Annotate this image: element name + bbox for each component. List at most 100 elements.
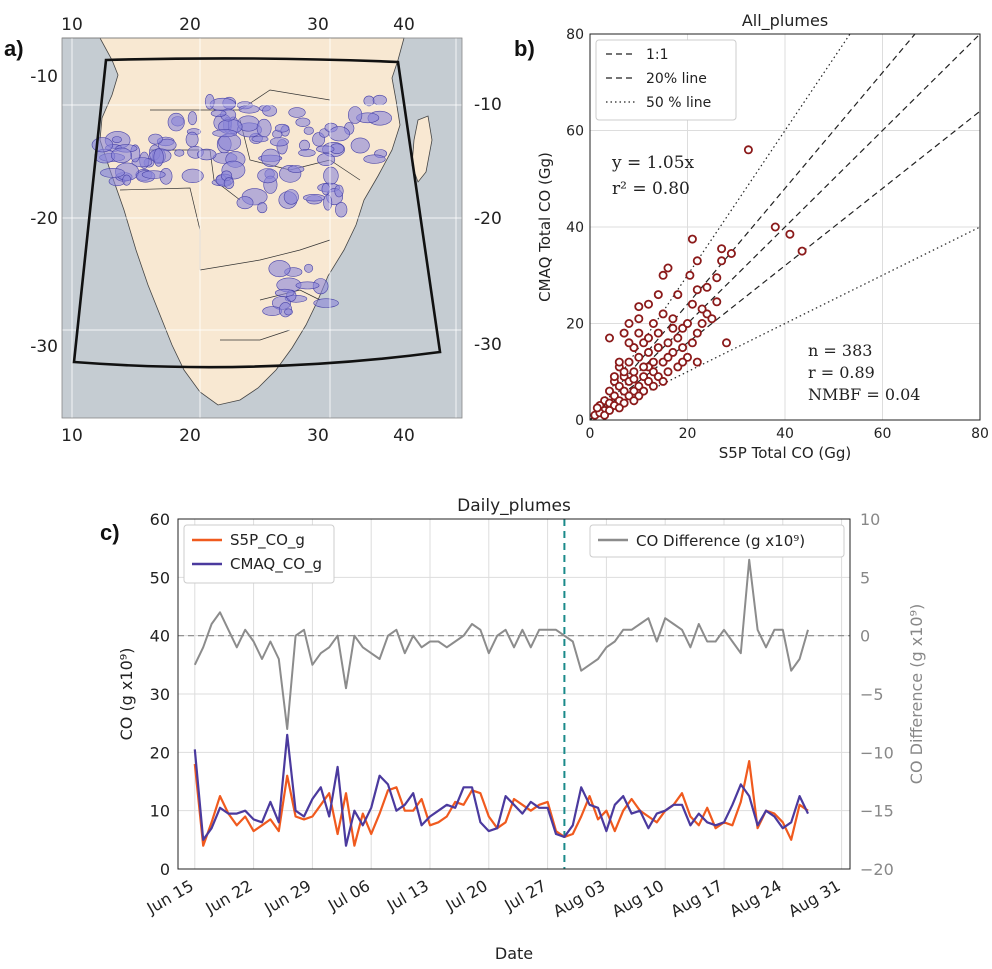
scatter-point xyxy=(629,374,639,384)
fire-plume xyxy=(303,194,326,202)
stats-text: NMBF = 0.04 xyxy=(808,385,920,404)
x-tick-label: Aug 31 xyxy=(785,876,844,921)
map-right-tick: -30 xyxy=(474,335,502,355)
land-mass xyxy=(62,37,405,406)
scatter-point xyxy=(634,302,644,312)
legend-label: CMAQ_CO_g xyxy=(230,555,322,574)
series-line-co-difference-g-x10- xyxy=(193,558,809,730)
left-y-tick-label: 40 xyxy=(150,627,170,646)
scatter-points xyxy=(590,145,807,420)
fire-plume xyxy=(111,147,133,164)
map-bottom-tick: 30 xyxy=(307,426,329,446)
timeseries-frame xyxy=(177,518,851,870)
scatter-point xyxy=(619,367,629,377)
timeseries-panel: 0 10 20 30 40 50 60 −20 −15 −10 −5 0 5 10 Jun 15 Jun 22… xyxy=(117,496,926,963)
scatter-point xyxy=(712,297,722,307)
fire-plume xyxy=(295,117,311,128)
y-tick-label: 20 xyxy=(566,317,584,333)
reference-line xyxy=(590,34,980,420)
scatter-point xyxy=(653,290,663,300)
map-left-tick: -20 xyxy=(30,209,58,229)
fire-plume xyxy=(167,112,185,132)
scatter-point xyxy=(770,222,780,232)
fire-plume xyxy=(284,308,293,316)
scatter-point xyxy=(663,338,673,348)
fire-plume xyxy=(236,196,254,210)
scatter-point xyxy=(668,323,678,333)
scatter-point xyxy=(639,362,649,372)
fit-equation: y = 1.05x xyxy=(611,153,695,173)
scatter-point xyxy=(682,318,692,328)
x-tick-label: Aug 10 xyxy=(609,876,668,921)
map-left-tick: -30 xyxy=(30,337,58,357)
left-y-axis-label: CO (g x10⁹) xyxy=(117,648,136,741)
fire-plume xyxy=(261,148,281,167)
x-tick-label: Jun 15 xyxy=(143,876,197,918)
fire-plume xyxy=(348,106,363,124)
fire-plume xyxy=(212,129,238,138)
fire-plume xyxy=(334,184,344,198)
scatter-point xyxy=(653,343,663,353)
fire-plume xyxy=(181,168,204,183)
fire-plume xyxy=(100,167,125,178)
scatter-point xyxy=(663,352,673,362)
scatter-point xyxy=(629,396,639,406)
scatter-point xyxy=(609,372,619,382)
stats-text: r = 0.89 xyxy=(808,363,875,382)
series-line-cmaq-co-g xyxy=(193,733,809,847)
scatter-point xyxy=(721,338,731,348)
fire-plume xyxy=(197,148,217,161)
scatter-point xyxy=(634,352,644,362)
scatter-point xyxy=(685,270,695,280)
scatter-point xyxy=(702,282,712,292)
map-left-tick: -10 xyxy=(30,67,58,87)
scatter-point xyxy=(697,318,707,328)
fire-plume xyxy=(269,137,289,147)
x-tick-label: Aug 24 xyxy=(726,876,785,921)
fire-plume xyxy=(256,118,272,138)
scatter-point xyxy=(743,145,753,155)
fire-plume xyxy=(316,145,335,153)
fire-plume xyxy=(317,153,336,167)
map-figure: 10 20 30 40 10 20 30 40 -10 -20 -30 -10 -20 -30 xyxy=(30,15,502,446)
scatter-point xyxy=(668,314,678,324)
scatter-point xyxy=(658,270,668,280)
legend-label: S5P_CO_g xyxy=(230,531,305,550)
x-axis-label: S5P Total CO (Gg) xyxy=(719,444,852,462)
fire-plume xyxy=(91,137,114,153)
x-tick-label: 80 xyxy=(971,426,989,442)
fire-plume xyxy=(174,149,185,157)
left-y-tick-label: 30 xyxy=(150,685,170,704)
scatter-point xyxy=(687,234,697,244)
scatter-point xyxy=(624,338,634,348)
fire-plume xyxy=(372,94,387,106)
panel-label-a: a) xyxy=(4,36,24,61)
map-top-tick: 10 xyxy=(61,15,83,35)
fire-plume xyxy=(303,126,314,135)
scatter-point xyxy=(592,403,602,413)
legend-box xyxy=(595,39,737,121)
map-bottom-tick: 20 xyxy=(179,426,201,446)
legend-box-right xyxy=(589,524,845,558)
x-tick-label: Aug 17 xyxy=(667,876,726,921)
fire-plume xyxy=(262,306,283,316)
scatter-point xyxy=(785,229,795,239)
x-tick-label: Jun 22 xyxy=(202,876,256,918)
map-frame xyxy=(61,37,463,419)
scatter-point xyxy=(634,314,644,324)
fire-plume xyxy=(323,194,333,211)
chart-title: Daily_plumes xyxy=(457,496,571,516)
scatter-chart: 0 20 40 60 80 0 20 40 60 80 All_plumes S5P Total CO… xyxy=(536,11,989,462)
chart-title: All_plumes xyxy=(742,11,828,31)
x-tick-label: Jun 29 xyxy=(260,876,314,918)
scatter-point xyxy=(605,405,615,415)
right-y-tick-label: −20 xyxy=(860,860,894,879)
fire-plume xyxy=(122,174,132,186)
x-axis-label: Date xyxy=(495,944,533,963)
fire-plume xyxy=(268,260,291,278)
country-border xyxy=(199,239,331,271)
x-tick-label: 20 xyxy=(679,426,697,442)
x-tick-label: Jul 20 xyxy=(442,876,491,915)
panel-label-b: b) xyxy=(514,36,535,61)
fire-plume xyxy=(141,170,166,179)
